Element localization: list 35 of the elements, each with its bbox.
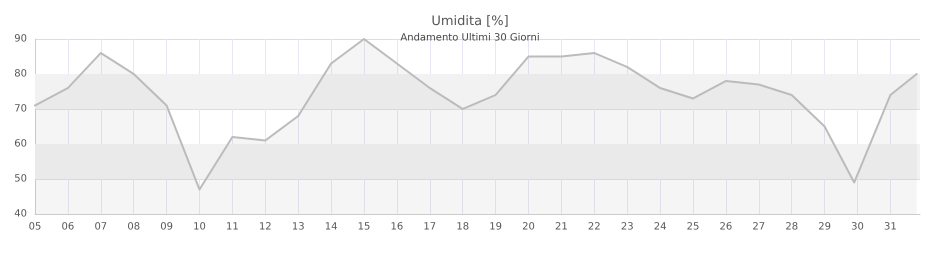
x-tick-label: 11 xyxy=(226,222,239,232)
y-tick-label: 90 xyxy=(14,34,27,44)
x-tick-label: 19 xyxy=(489,222,502,232)
x-tick-label: 05 xyxy=(28,222,42,232)
x-tick-label: 30 xyxy=(851,222,864,232)
x-tick-label: 21 xyxy=(555,222,568,232)
x-tick-label: 31 xyxy=(884,222,897,232)
chart-title: Umidita [%] xyxy=(431,14,509,29)
x-tick-label: 17 xyxy=(423,222,436,232)
x-tick-label: 24 xyxy=(654,222,666,232)
x-tick-label: 09 xyxy=(160,222,173,232)
x-tick-label: 22 xyxy=(588,222,601,232)
y-tick-label: 50 xyxy=(14,174,27,184)
x-tick-label: 25 xyxy=(686,222,700,232)
x-tick-label: 18 xyxy=(456,222,470,232)
x-tick-label: 07 xyxy=(94,222,108,232)
y-tick-label: 80 xyxy=(14,68,27,80)
x-tick-label: 26 xyxy=(720,222,732,232)
x-tick-label: 23 xyxy=(620,222,634,232)
y-tick-label: 70 xyxy=(14,104,27,114)
x-tick-label: 13 xyxy=(292,222,305,232)
x-tick-label: 06 xyxy=(62,222,74,232)
x-tick-label: 16 xyxy=(390,222,404,232)
x-tick-label: 10 xyxy=(193,222,206,232)
x-tick-label: 20 xyxy=(522,222,535,232)
x-tick-label: 27 xyxy=(752,222,766,232)
x-tick-label: 28 xyxy=(785,222,798,232)
x-tick-label: 08 xyxy=(127,222,140,232)
y-tick-label: 60 xyxy=(14,138,27,150)
x-tick-label: 14 xyxy=(324,222,338,232)
x-tick-label: 12 xyxy=(258,222,272,232)
x-tick-label: 29 xyxy=(818,222,831,232)
chart-subtitle: Andamento Ultimi 30 Giorni xyxy=(400,32,540,44)
y-tick-label: 40 xyxy=(14,208,27,220)
x-tick-label: 15 xyxy=(358,222,370,232)
